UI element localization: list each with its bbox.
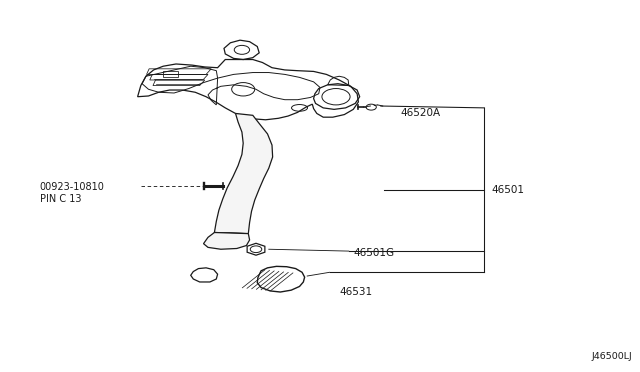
Text: PIN C 13: PIN C 13 <box>40 194 81 203</box>
Text: 46520A: 46520A <box>400 109 440 118</box>
Text: 46501G: 46501G <box>354 248 395 258</box>
Polygon shape <box>204 232 250 249</box>
Text: J46500LJ: J46500LJ <box>591 352 632 361</box>
Polygon shape <box>214 113 273 234</box>
Text: 00923-10810: 00923-10810 <box>40 182 104 192</box>
Text: 46531: 46531 <box>339 287 372 297</box>
Text: 46501: 46501 <box>492 185 525 195</box>
